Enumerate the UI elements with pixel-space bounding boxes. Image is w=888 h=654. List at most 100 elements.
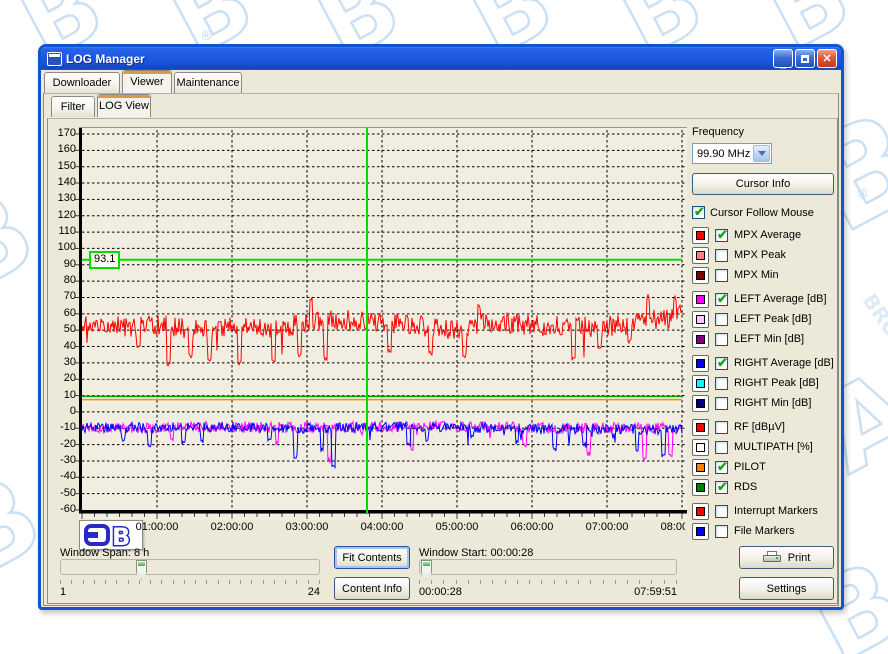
window-start-slider-thumb[interactable] xyxy=(421,560,432,580)
color-swatch-mpx-min[interactable] xyxy=(692,267,709,284)
color-swatch-interrupt-markers[interactable] xyxy=(692,503,709,520)
svg-text:®: ® xyxy=(856,187,869,202)
legend-label: RF [dBµV] xyxy=(734,421,785,433)
color-swatch-rf-db-v[interactable] xyxy=(692,419,709,436)
chart-plot[interactable]: 93.1 B xyxy=(79,127,687,519)
cursor-info-button[interactable]: Cursor Info xyxy=(692,173,834,195)
y-axis-label: 0 xyxy=(48,405,76,417)
legend-label: MULTIPATH [%] xyxy=(734,441,813,453)
start-min-label: 00:00:28 xyxy=(419,586,462,598)
checkbox-file-markers[interactable] xyxy=(715,525,728,538)
legend-label: Interrupt Markers xyxy=(734,505,818,517)
content-info-button[interactable]: Content Info xyxy=(334,577,410,600)
check-icon: ✔ xyxy=(717,479,728,495)
y-axis-label: 170 xyxy=(48,127,76,139)
x-axis-label: 03:00:00 xyxy=(279,521,335,533)
checkbox-right-peak-db[interactable] xyxy=(715,377,728,390)
legend-item-right-peak-db: RIGHT Peak [dB] xyxy=(692,373,834,393)
color-chip xyxy=(696,295,705,304)
color-swatch-left-average-db[interactable] xyxy=(692,291,709,308)
color-chip xyxy=(696,483,705,492)
x-axis-label: 04:00:00 xyxy=(354,521,410,533)
app-icon xyxy=(47,52,62,66)
close-button[interactable]: ✕ xyxy=(817,49,837,68)
title-bar[interactable]: LOG Manager _ ✕ xyxy=(41,47,841,70)
checkbox-mpx-min[interactable] xyxy=(715,269,728,282)
checkbox-mpx-peak[interactable] xyxy=(715,249,728,262)
y-axis-label: 100 xyxy=(48,241,76,253)
checkbox-left-min-db[interactable] xyxy=(715,333,728,346)
legend-item-right-average-db: ✔RIGHT Average [dB] xyxy=(692,353,834,373)
color-swatch-multipath[interactable] xyxy=(692,439,709,456)
checkbox-right-min-db[interactable] xyxy=(715,397,728,410)
maximize-button[interactable] xyxy=(795,49,815,68)
cursor-follow-mouse-checkbox[interactable]: ✔ xyxy=(692,206,705,219)
tab-filter[interactable]: Filter xyxy=(51,96,95,117)
tab-downloader[interactable]: Downloader xyxy=(44,72,120,93)
legend-label: RIGHT Peak [dB] xyxy=(734,377,819,389)
color-swatch-mpx-average[interactable] xyxy=(692,227,709,244)
x-axis-labels: 01:00:0002:00:0003:00:0004:00:0005:00:00… xyxy=(79,521,685,537)
color-chip xyxy=(696,527,705,536)
legend-label: LEFT Average [dB] xyxy=(734,293,827,305)
cursor-value-label: 93.1 xyxy=(89,251,120,269)
color-chip xyxy=(696,463,705,472)
color-swatch-left-peak-db[interactable] xyxy=(692,311,709,328)
tab-log-view[interactable]: LOG View xyxy=(97,94,151,117)
minimize-button[interactable]: _ xyxy=(773,49,793,68)
color-swatch-pilot[interactable] xyxy=(692,459,709,476)
tab-viewer[interactable]: Viewer xyxy=(122,70,172,93)
window-span-ticks xyxy=(60,580,320,585)
window-span-range: 1 24 xyxy=(60,586,320,598)
checkbox-right-average-db[interactable]: ✔ xyxy=(715,357,728,370)
tab-maintenance[interactable]: Maintenance xyxy=(174,72,242,93)
printer-icon xyxy=(763,551,781,564)
window-start-range: 00:00:28 07:59:51 xyxy=(419,586,677,598)
color-swatch-right-average-db[interactable] xyxy=(692,355,709,372)
checkbox-rf-db-v[interactable] xyxy=(715,421,728,434)
svg-text:®: ® xyxy=(200,29,213,44)
check-icon: ✔ xyxy=(717,291,728,307)
checkbox-pilot[interactable]: ✔ xyxy=(715,461,728,474)
legend-label: PILOT xyxy=(734,461,766,473)
y-axis-label: 160 xyxy=(48,143,76,155)
settings-button[interactable]: Settings xyxy=(739,577,834,600)
legend-item-rf-db-v: RF [dBµV] xyxy=(692,417,834,437)
color-swatch-right-peak-db[interactable] xyxy=(692,375,709,392)
checkbox-rds[interactable]: ✔ xyxy=(715,481,728,494)
color-swatch-mpx-peak[interactable] xyxy=(692,247,709,264)
y-axis-label: 110 xyxy=(48,225,76,237)
print-button[interactable]: Print xyxy=(739,546,834,569)
y-axis-label: 80 xyxy=(48,274,76,286)
color-swatch-left-min-db[interactable] xyxy=(692,331,709,348)
y-axis-label: 70 xyxy=(48,290,76,302)
y-axis-label: 130 xyxy=(48,192,76,204)
color-chip xyxy=(696,507,705,516)
legend-item-mpx-min: MPX Min xyxy=(692,265,834,285)
chevron-down-icon[interactable] xyxy=(753,145,770,162)
log-view-page: 1701601501401301201101009080706050403020… xyxy=(47,118,838,604)
checkbox-interrupt-markers[interactable] xyxy=(715,505,728,518)
color-chip xyxy=(696,315,705,324)
checkbox-left-average-db[interactable]: ✔ xyxy=(715,293,728,306)
window-start-slider[interactable] xyxy=(419,559,677,575)
minimize-icon: _ xyxy=(780,61,786,67)
x-axis-label: 05:00:00 xyxy=(429,521,485,533)
checkbox-left-peak-db[interactable] xyxy=(715,313,728,326)
window-start-label: Window Start: 00:00:28 xyxy=(419,547,533,559)
window-span-slider[interactable] xyxy=(60,559,320,575)
frequency-select[interactable]: 99.90 MHz xyxy=(692,143,772,164)
legend-label: File Markers xyxy=(734,525,795,537)
color-chip xyxy=(696,379,705,388)
legend-item-pilot: ✔ PILOT xyxy=(692,457,834,477)
checkbox-mpx-average[interactable]: ✔ xyxy=(715,229,728,242)
color-swatch-rds[interactable] xyxy=(692,479,709,496)
fit-contents-button[interactable]: Fit Contents xyxy=(334,546,410,569)
color-chip xyxy=(696,399,705,408)
color-swatch-right-min-db[interactable] xyxy=(692,395,709,412)
checkbox-multipath[interactable] xyxy=(715,441,728,454)
y-axis-label: 60 xyxy=(48,307,76,319)
legend-label: MPX Peak xyxy=(734,249,786,261)
window-span-slider-thumb[interactable] xyxy=(136,560,147,580)
color-swatch-file-markers[interactable] xyxy=(692,523,709,540)
